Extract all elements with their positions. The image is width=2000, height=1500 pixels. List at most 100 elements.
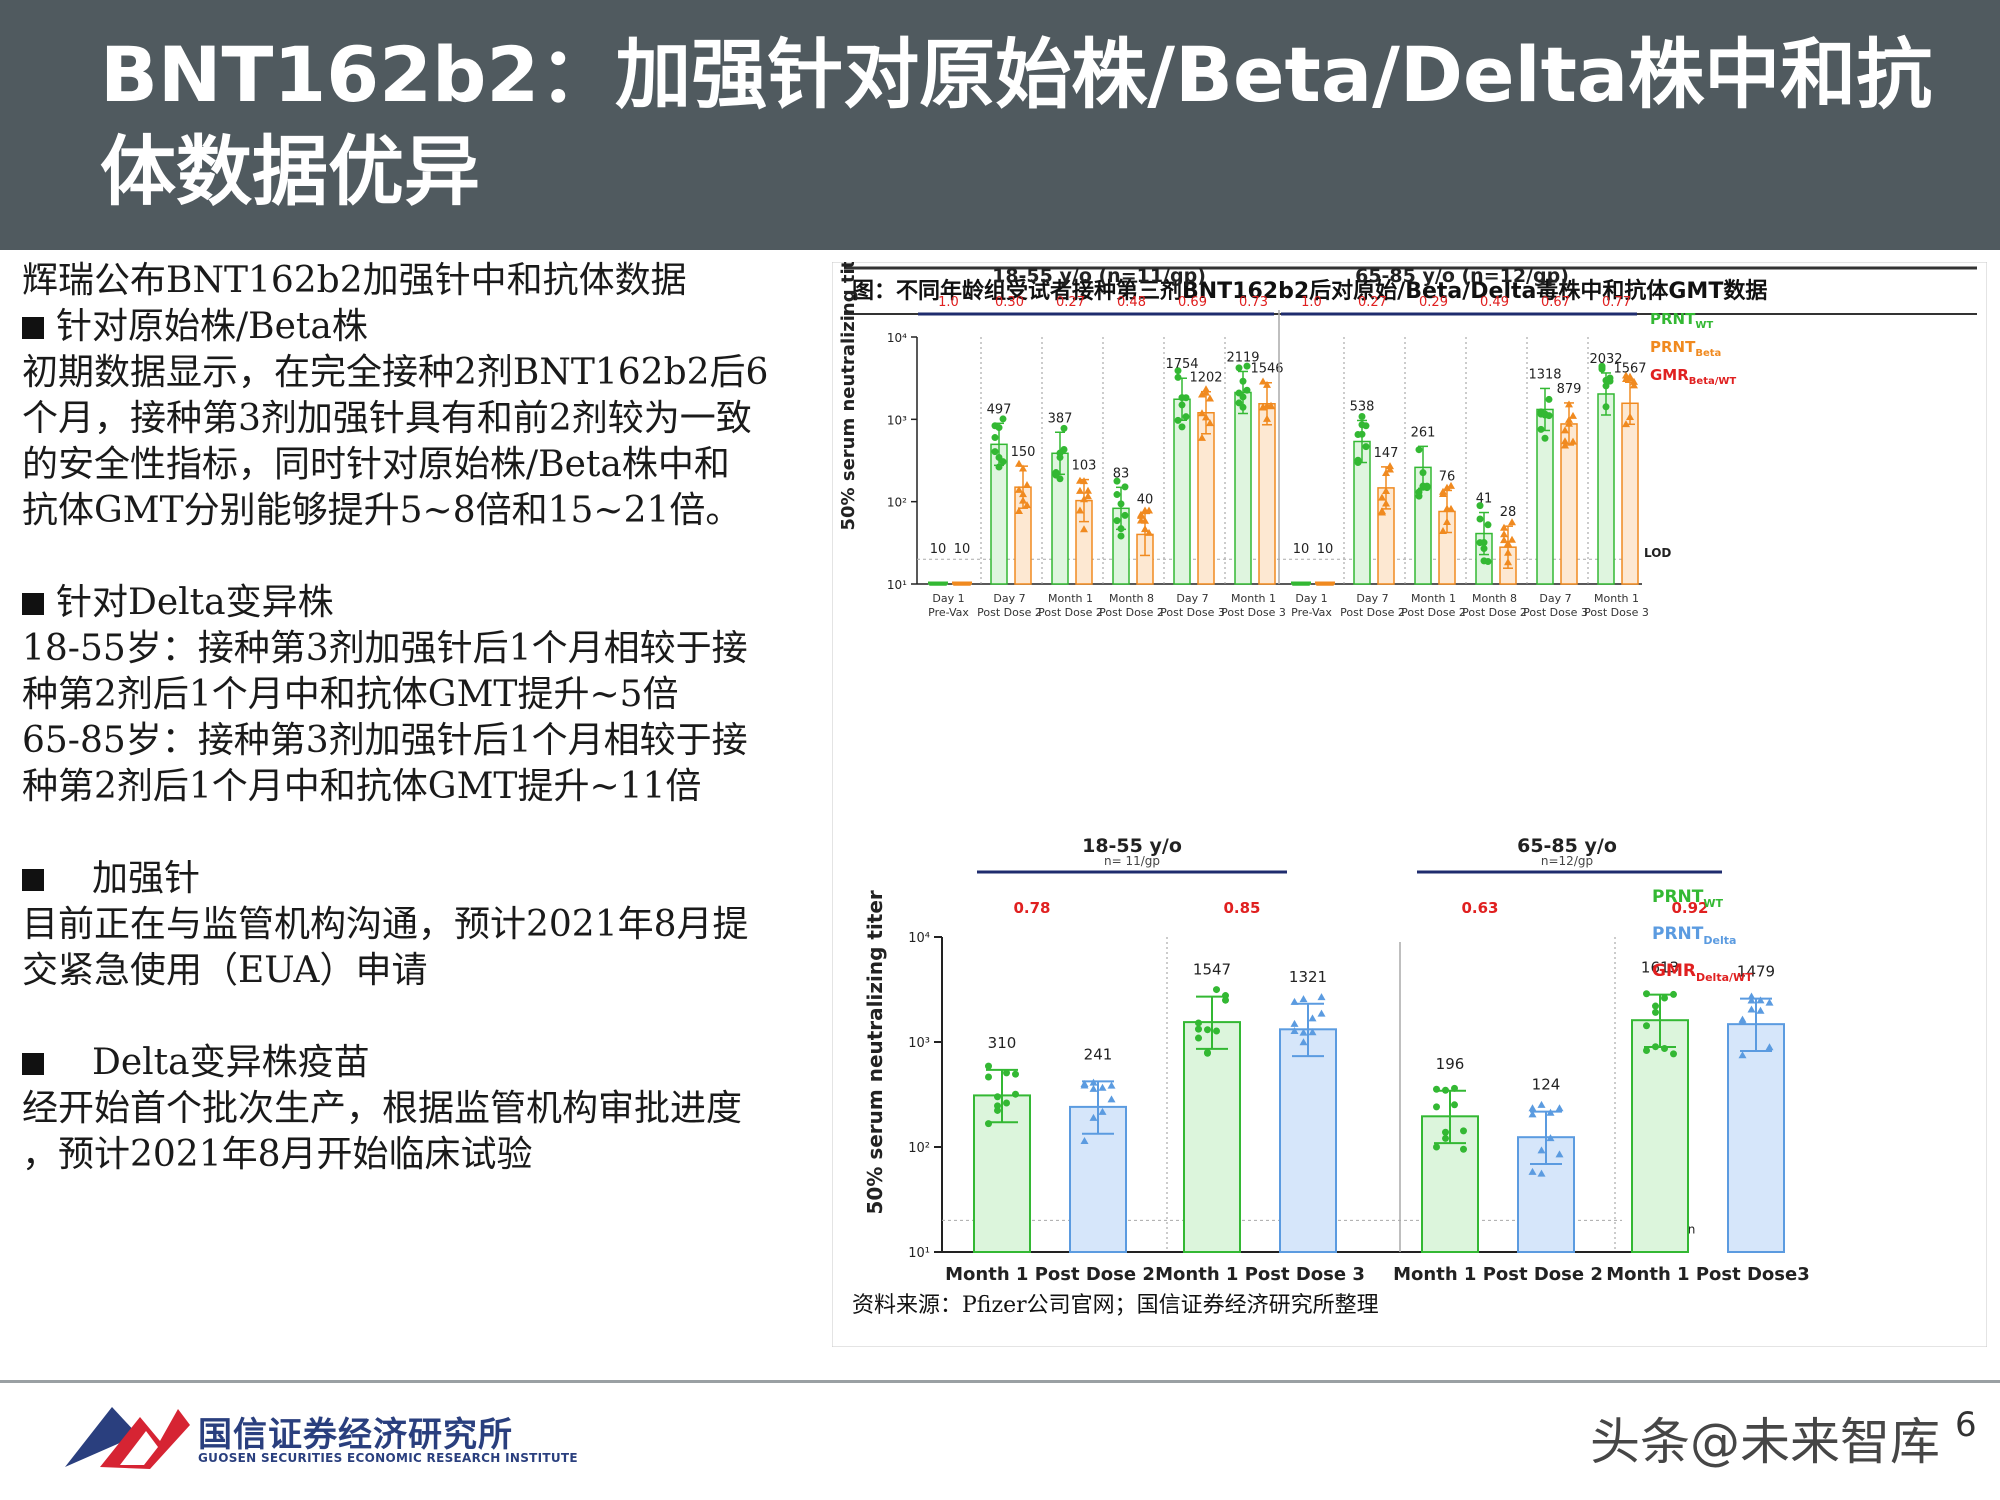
data-point [1117,532,1125,540]
data-point [1198,409,1206,417]
data-point [1765,1043,1774,1051]
data-point [1537,1146,1546,1154]
data-label: 1318 [1528,367,1561,382]
x-tick-label: Post Dose 2 [1340,606,1405,619]
data-point [1290,997,1299,1005]
data-point [1121,511,1129,519]
data-point [1213,986,1220,994]
title-bar: BNT162b2：加强针对原始株/Beta/Delta株中和抗体数据优异 [0,0,2000,250]
body-line: 个月，接种第3剂加强针具有和前2剂较为一致 [22,398,752,439]
data-point [1537,1169,1546,1177]
data-point [999,415,1007,423]
legend-entry: GMRBeta/WT [1650,366,1736,387]
data-point [1290,1027,1299,1035]
data-point [1537,425,1545,433]
body-line: 65-85岁：接种第3剂加强针后1个月相较于接 [22,720,748,761]
data-point [1630,377,1638,385]
data-point [1442,1086,1449,1094]
gmr-label: 0.27 [1358,295,1387,310]
lod-label: LOD [1644,546,1671,560]
data-point [1098,1107,1107,1115]
data-label: 879 [1557,382,1582,397]
data-point [1500,523,1508,531]
data-point [1476,515,1484,523]
bar [1621,402,1639,585]
data-label: 1546 [1250,362,1283,377]
gmr-label: 0.67 [1541,295,1570,310]
x-tick-label: Pre-Vax [1291,606,1332,619]
x-tick-label: Day 7 [1539,592,1571,605]
data-point [1023,501,1031,509]
data-point [1670,990,1677,998]
y-tick-label: 10² [887,496,907,510]
panel-title: 18-55 y/o [1082,835,1182,857]
x-tick-label: Day 7 [1176,592,1208,605]
data-point [1358,430,1366,438]
x-tick-label: Post Dose 3 [1584,606,1649,619]
bar [1279,1028,1337,1253]
x-tick-label: Post Dose 2 [1038,606,1103,619]
data-point [1202,413,1210,421]
body-line: 目前正在与监管机构沟通，预计2021年8月提 [22,904,749,945]
data-point [1626,412,1634,420]
data-label: 497 [987,402,1012,417]
bar [1727,1023,1785,1253]
data-point [1299,1028,1308,1036]
data-point [1382,487,1390,495]
x-tick-label: Post Dose 3 [1160,606,1225,619]
data-point [1541,434,1549,442]
data-point [1738,1015,1747,1023]
data-point [1113,517,1121,525]
data-point [1643,1022,1650,1030]
data-point [1622,420,1630,428]
page-title: BNT162b2：加强针对原始株/Beta/Delta株中和抗体数据优异 [100,30,1933,216]
data-point [1015,485,1023,493]
data-point [999,458,1007,466]
body-line: 交紧急使用（EUA）申请 [22,950,428,991]
summary-text: 辉瑞公布BNT162b2加强针中和抗体数据 针对原始株/Beta株 初期数据显示… [22,258,822,1178]
data-point [1113,491,1121,499]
data-point [985,1062,992,1070]
data-label: 103 [1072,459,1097,474]
data-point [1084,486,1092,494]
bar [1258,403,1276,585]
data-point [1652,1043,1659,1051]
data-point [1113,477,1121,485]
bullet-square-icon [22,317,44,339]
x-tick-label: Month 1 Post Dose3 [1606,1264,1809,1285]
section-heading-booster: 加强针 [22,856,822,902]
data-point [1433,1143,1440,1151]
data-point [1354,456,1362,464]
gmr-label: 1.0 [938,295,959,310]
data-point [1213,1027,1220,1035]
data-point [1504,548,1512,556]
body-line: ，预计2021年8月开始临床试验 [22,1134,533,1175]
panel-subtitle: n=12/gp [1541,854,1593,868]
data-point [1442,1128,1449,1136]
data-point [1738,1051,1747,1059]
data-label: 241 [1084,1045,1113,1063]
data-point [1565,400,1573,408]
data-point [1204,1049,1211,1057]
data-point [1243,362,1251,370]
bullet-square-icon [22,869,44,891]
x-tick-label: Month 1 Post Dose 2 [945,1264,1155,1285]
data-point [994,1106,1001,1114]
data-point [1015,507,1023,515]
data-label: 10 [930,542,947,557]
data-point [1174,373,1182,381]
data-label: 1547 [1193,961,1231,979]
data-point [1084,492,1092,500]
data-point [1439,487,1447,495]
data-point [1141,506,1149,514]
data-point [1235,399,1243,407]
data-point [1056,475,1064,483]
data-point [1141,525,1149,533]
x-tick-label: Month 1 Post Dose 2 [1393,1264,1603,1285]
data-label: 41 [1476,492,1493,507]
bar [1631,1019,1689,1253]
data-point [1460,1145,1467,1153]
data-label: 2119 [1226,350,1259,365]
y-tick-label: 10³ [908,1036,930,1051]
data-point [1056,453,1064,461]
